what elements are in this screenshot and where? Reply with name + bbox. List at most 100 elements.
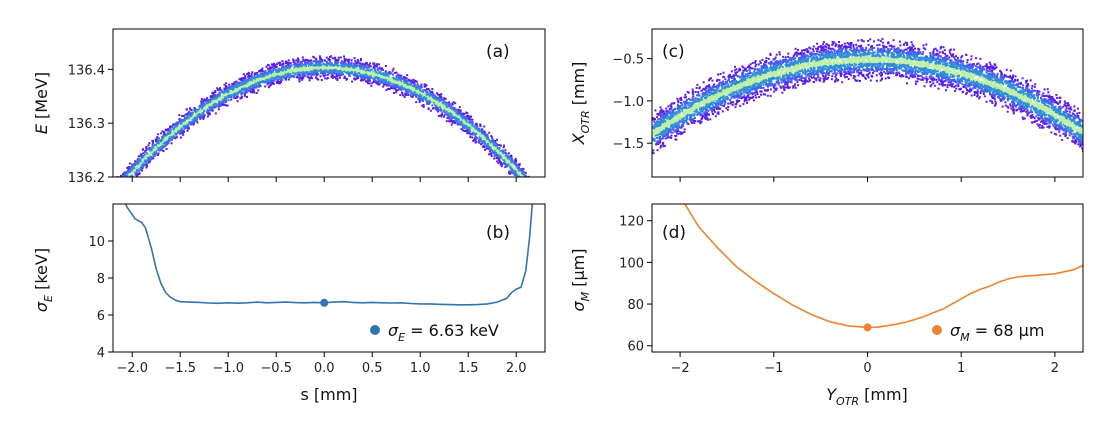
panel-a-density-point [260, 72, 263, 75]
panel-a-density-point [135, 166, 138, 168]
panel-a-density-point [435, 105, 438, 108]
panel-a-density-point [108, 196, 110, 198]
panel-a-density-point [202, 117, 205, 120]
panel-a-density-point [257, 89, 260, 92]
panel-a-density-point [300, 62, 303, 65]
panel-a-density-point [289, 68, 292, 71]
panel-a-density-point [188, 118, 191, 121]
panel-a-density-point [394, 81, 397, 84]
panel-a-density-point [402, 88, 405, 91]
panel-a-density-points [104, 55, 542, 203]
panel-a-density-point [425, 91, 428, 93]
panel-a-density-point [181, 122, 183, 125]
panel-a-density-point [448, 106, 451, 109]
panel-a-density-point [119, 192, 121, 194]
panel-a-density-point [128, 175, 131, 177]
panel-a-density-point [441, 114, 443, 117]
panel-a-density-point [172, 124, 175, 127]
panel-a-density-point [198, 108, 201, 111]
panel-a-density-point [192, 123, 195, 126]
panel-a-density-point [524, 187, 526, 189]
panel-a-density-point [523, 181, 525, 183]
panel-a-density-point [293, 59, 296, 62]
panel-a-density-point [309, 77, 312, 80]
panel-a-density-point [540, 192, 542, 194]
panel-a-density-point [163, 132, 166, 135]
panel-a-density-point [355, 61, 358, 64]
panel-a-density-point [525, 184, 527, 186]
panel-a-density-point [124, 179, 126, 181]
panel-a-density-point [126, 170, 129, 173]
panel-a-density-point [267, 79, 269, 82]
panel-a-density-point [114, 195, 116, 197]
panel-a-density-point [307, 71, 310, 74]
panel-a-density-point [533, 189, 535, 191]
panel-a-density-point [392, 67, 395, 70]
panel-a-density-point [353, 62, 356, 65]
panel-a-density-point [203, 104, 206, 107]
panel-a-density-point [387, 76, 390, 79]
panel-a-density-point [215, 101, 218, 104]
panel-a-density-point [338, 76, 341, 79]
panel-a-density-point [301, 74, 304, 77]
panel-a-density-point [234, 87, 237, 90]
panel-a-density-point [210, 103, 213, 106]
panel-a-density-point [289, 74, 292, 77]
panel-a-density-point [282, 71, 285, 74]
panel-a-density-point [111, 191, 113, 193]
panel-a-density-point [425, 84, 428, 87]
panel-a-density-point [535, 195, 537, 197]
panel-a-density-point [315, 71, 318, 74]
panel-a-density-point [123, 186, 125, 188]
panel-a-density-point [238, 90, 241, 93]
panel-a-density-point [355, 75, 358, 78]
panel-a-density-point [504, 155, 507, 157]
panel-a-density-point [104, 198, 106, 200]
panel-a-density-point [527, 181, 529, 183]
panel-a-density-point [355, 74, 358, 77]
panel-a-density-point [114, 188, 116, 190]
panel-a-density-point [169, 138, 171, 141]
panel-a-density-point [175, 127, 178, 130]
panel-a-density-point [252, 86, 254, 89]
panel-a-density-point [248, 84, 251, 87]
panel-a-density-point [487, 146, 490, 149]
panel-a-density-point [335, 72, 338, 75]
panel-a-density-point [271, 76, 274, 79]
panel-a-density-point [213, 104, 216, 107]
panel-a-density-point [267, 64, 270, 67]
panel-a-density-point [120, 183, 122, 185]
panel-a-density-point [356, 59, 359, 62]
panel-a-density-point [253, 73, 256, 76]
panel-a-density-point [540, 191, 542, 193]
panel-a-density-point [417, 97, 420, 100]
panel-a-density-point [531, 182, 533, 184]
panel-a-density-point [321, 69, 324, 72]
panel-a-density-point [218, 104, 221, 107]
panel-a-density-point [371, 77, 374, 80]
panel-a-density-point [198, 106, 201, 109]
panel-a-density-point [395, 91, 398, 94]
panel-a-density-point [538, 196, 540, 198]
panel-a-density-point [335, 77, 337, 80]
panel-a-density-point [388, 71, 391, 73]
panel-a-density-point [179, 131, 182, 133]
panel-a-density-point [125, 185, 127, 187]
panel-a-density-point [115, 201, 117, 203]
panel-a-density-point [315, 62, 318, 65]
panel-a-density-point [278, 70, 280, 73]
panel-a-density-point [110, 200, 112, 202]
panel-a-density-point [493, 146, 496, 149]
panel-a-density-point [206, 99, 209, 101]
panel-a-density-point [140, 168, 143, 171]
panel-a-density-point [307, 65, 310, 68]
panel-a-density-point [291, 69, 294, 72]
panel-a-density-point [203, 98, 206, 101]
panel-a-density-point [396, 78, 399, 81]
panel-a-density-point [152, 155, 155, 158]
panel-a-density-point [490, 144, 493, 147]
panel-a-density-point [125, 179, 127, 181]
panel-a-density-point [448, 115, 450, 118]
panel-a-density-point [417, 85, 420, 88]
panel-a-density-point [198, 104, 201, 107]
